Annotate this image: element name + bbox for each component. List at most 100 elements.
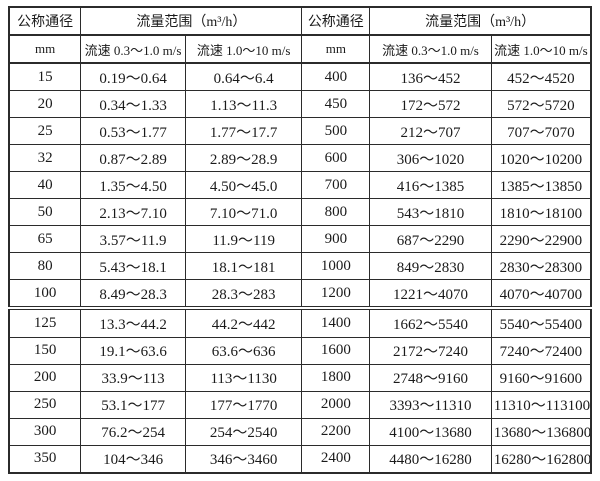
dn-cell-left: 65 xyxy=(8,225,82,254)
dn-cell-left: 40 xyxy=(8,171,82,200)
dn-cell-right: 2400 xyxy=(301,444,371,474)
flow-high-cell-right: 13680～136800 xyxy=(490,417,592,446)
header-velocity-high-right: 流速 1.0～10 m/s xyxy=(490,34,592,64)
table-row: 40 1.35～4.50 4.50～45.0 700 416～1385 1385～1385… xyxy=(8,171,592,200)
flow-low-cell-left: 0.53～1.77 xyxy=(80,117,186,146)
header-velocity-low-left: 流速 0.3～1.0 m/s xyxy=(80,34,186,64)
flow-low-cell-left: 0.87～2.89 xyxy=(80,144,186,173)
header-row-2: mm 流速 0.3～1.0 m/s 流速 1.0～10 m/s mm 流速 0.… xyxy=(8,34,592,64)
table-row: 200 33.9～113 113～1130 1800 2748～9160 9160～916… xyxy=(8,363,592,392)
flow-high-cell-right: 572～5720 xyxy=(490,90,592,119)
dn-cell-right: 1800 xyxy=(301,363,371,392)
flow-low-cell-left: 8.49～28.3 xyxy=(80,279,186,311)
flow-low-cell-left: 1.35～4.50 xyxy=(80,171,186,200)
dn-cell-right: 2200 xyxy=(301,417,371,446)
flow-high-cell-right: 7240～72400 xyxy=(490,336,592,365)
dn-cell-left: 300 xyxy=(8,417,82,446)
dn-cell-left: 80 xyxy=(8,252,82,281)
table-body: 15 0.19～0.64 0.64～6.4 400 136～452 452～4520 20 0… xyxy=(8,62,592,474)
table-row: 50 2.13～7.10 7.10～71.0 800 543～1810 1810～1810… xyxy=(8,198,592,227)
flow-rate-table: 公称通径 流量范围（m³/h） 公称通径 流量范围（m³/h） mm 流速 0.… xyxy=(8,6,592,474)
flow-rate-table-container: 公称通径 流量范围（m³/h） 公称通径 流量范围（m³/h） mm 流速 0.… xyxy=(8,6,592,474)
flow-high-cell-left: 18.1～181 xyxy=(184,252,303,281)
flow-low-cell-left: 3.57～11.9 xyxy=(80,225,186,254)
table-row: 300 76.2～254 254～2540 2200 4100～13680 13680～1… xyxy=(8,417,592,446)
flow-low-cell-left: 76.2～254 xyxy=(80,417,186,446)
flow-low-cell-left: 104～346 xyxy=(80,444,186,474)
flow-high-cell-left: 177～1770 xyxy=(184,390,303,419)
flow-low-cell-right: 136～452 xyxy=(369,62,492,92)
dn-cell-right: 1400 xyxy=(301,307,371,338)
dn-cell-left: 200 xyxy=(8,363,82,392)
flow-high-cell-left: 346～3460 xyxy=(184,444,303,474)
header-flow-range-left: 流量范围（m³/h） xyxy=(80,6,303,36)
table-row: 15 0.19～0.64 0.64～6.4 400 136～452 452～4520 xyxy=(8,62,592,92)
dn-cell-left: 25 xyxy=(8,117,82,146)
flow-high-cell-left: 1.13～11.3 xyxy=(184,90,303,119)
flow-high-cell-right: 16280～162800 xyxy=(490,444,592,474)
dn-cell-right: 1200 xyxy=(301,279,371,311)
flow-low-cell-left: 33.9～113 xyxy=(80,363,186,392)
flow-high-cell-right: 2830～28300 xyxy=(490,252,592,281)
flow-high-cell-left: 7.10～71.0 xyxy=(184,198,303,227)
dn-cell-right: 1600 xyxy=(301,336,371,365)
flow-low-cell-right: 687～2290 xyxy=(369,225,492,254)
header-flow-range-right: 流量范围（m³/h） xyxy=(369,6,592,36)
flow-low-cell-left: 0.34～1.33 xyxy=(80,90,186,119)
table-row: 20 0.34～1.33 1.13～11.3 450 172～572 572～5720 xyxy=(8,90,592,119)
flow-low-cell-left: 13.3～44.2 xyxy=(80,307,186,338)
header-velocity-high-left: 流速 1.0～10 m/s xyxy=(184,34,303,64)
table-row: 25 0.53～1.77 1.77～17.7 500 212～707 707～7070 xyxy=(8,117,592,146)
flow-high-cell-left: 28.3～283 xyxy=(184,279,303,311)
dn-cell-right: 450 xyxy=(301,90,371,119)
flow-low-cell-right: 2172～7240 xyxy=(369,336,492,365)
flow-low-cell-right: 4100～13680 xyxy=(369,417,492,446)
flow-high-cell-right: 707～7070 xyxy=(490,117,592,146)
dn-cell-left: 125 xyxy=(8,307,82,338)
flow-low-cell-right: 1662～5540 xyxy=(369,307,492,338)
flow-high-cell-right: 11310～113100 xyxy=(490,390,592,419)
flow-high-cell-right: 1020～10200 xyxy=(490,144,592,173)
table-row: 250 53.1～177 177～1770 2000 3393～11310 11310～1… xyxy=(8,390,592,419)
flow-low-cell-right: 849～2830 xyxy=(369,252,492,281)
dn-cell-left: 20 xyxy=(8,90,82,119)
flow-high-cell-left: 2.89～28.9 xyxy=(184,144,303,173)
flow-high-cell-left: 44.2～442 xyxy=(184,307,303,338)
flow-low-cell-left: 0.19～0.64 xyxy=(80,62,186,92)
header-nominal-diameter-left: 公称通径 xyxy=(8,6,82,36)
flow-high-cell-left: 11.9～119 xyxy=(184,225,303,254)
table-row: 100 8.49～28.3 28.3～283 1200 1221～4070 4070～40… xyxy=(8,279,592,311)
table-row: 65 3.57～11.9 11.9～119 900 687～2290 2290～22900 xyxy=(8,225,592,254)
dn-cell-right: 900 xyxy=(301,225,371,254)
dn-cell-right: 500 xyxy=(301,117,371,146)
flow-high-cell-left: 63.6～636 xyxy=(184,336,303,365)
dn-cell-left: 32 xyxy=(8,144,82,173)
header-row-1: 公称通径 流量范围（m³/h） 公称通径 流量范围（m³/h） xyxy=(8,6,592,36)
dn-cell-left: 50 xyxy=(8,198,82,227)
flow-high-cell-right: 5540～55400 xyxy=(490,307,592,338)
dn-cell-right: 600 xyxy=(301,144,371,173)
flow-low-cell-right: 212～707 xyxy=(369,117,492,146)
flow-high-cell-left: 1.77～17.7 xyxy=(184,117,303,146)
header-nominal-diameter-right: 公称通径 xyxy=(301,6,371,36)
dn-cell-left: 250 xyxy=(8,390,82,419)
dn-cell-left: 15 xyxy=(8,62,82,92)
table-row: 32 0.87～2.89 2.89～28.9 600 306～1020 1020～1020… xyxy=(8,144,592,173)
dn-cell-right: 800 xyxy=(301,198,371,227)
flow-low-cell-right: 172～572 xyxy=(369,90,492,119)
dn-cell-right: 400 xyxy=(301,62,371,92)
flow-low-cell-right: 416～1385 xyxy=(369,171,492,200)
dn-cell-right: 700 xyxy=(301,171,371,200)
flow-low-cell-right: 3393～11310 xyxy=(369,390,492,419)
dn-cell-left: 100 xyxy=(8,279,82,311)
table-row: 125 13.3～44.2 44.2～442 1400 1662～5540 5540～55… xyxy=(8,307,592,338)
header-velocity-low-right: 流速 0.3～1.0 m/s xyxy=(369,34,492,64)
header-unit-mm-right: mm xyxy=(301,34,371,64)
dn-cell-left: 150 xyxy=(8,336,82,365)
table-row: 150 19.1～63.6 63.6～636 1600 2172～7240 7240～72… xyxy=(8,336,592,365)
dn-cell-right: 2000 xyxy=(301,390,371,419)
flow-high-cell-right: 452～4520 xyxy=(490,62,592,92)
flow-low-cell-right: 1221～4070 xyxy=(369,279,492,311)
header-unit-mm-left: mm xyxy=(8,34,82,64)
flow-high-cell-right: 1385～13850 xyxy=(490,171,592,200)
